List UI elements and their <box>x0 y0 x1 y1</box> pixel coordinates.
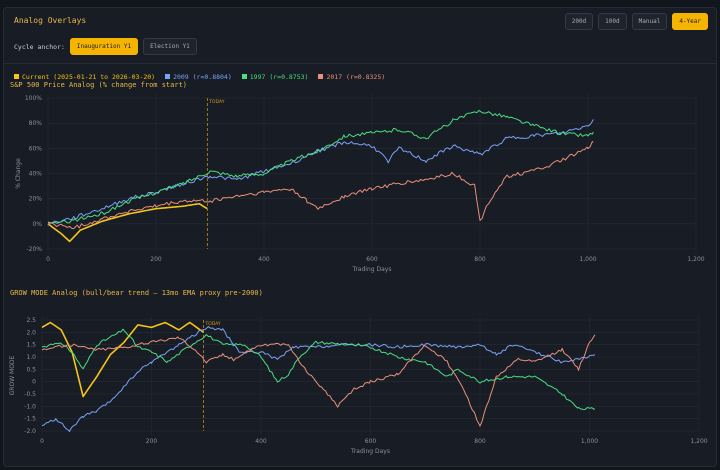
panel-title: Analog Overlays <box>14 16 87 25</box>
legend-swatch <box>14 74 19 79</box>
x-tick-label: 400 <box>255 438 267 445</box>
x-tick-label: 200 <box>150 256 162 263</box>
divider <box>4 63 716 64</box>
range-100d-button[interactable]: 100d <box>598 13 627 30</box>
y-tick-label: 100% <box>25 95 42 102</box>
range-buttons: 200d 100d Manual 4-Year <box>564 13 708 30</box>
y-tick-label: 60% <box>29 145 43 152</box>
legend-swatch <box>165 74 171 79</box>
cycle-anchor-label: Cycle anchor: <box>14 42 65 51</box>
x-tick-label: 1,200 <box>687 256 704 263</box>
x-tick-label: 600 <box>365 438 377 445</box>
growmode-chart-title: GROW MODE Analog (bull/bear trend — 13mo… <box>10 289 263 297</box>
x-tick-label: 1,200 <box>690 438 707 445</box>
y-tick-label: 80% <box>29 120 43 127</box>
cycle-anchor: Cycle anchor: Inauguration Y1 Election Y… <box>14 38 197 55</box>
series-line-2009 <box>41 326 596 433</box>
x-tick-label: 800 <box>474 438 486 445</box>
range-manual-button[interactable]: Manual <box>631 13 668 30</box>
y-tick-label: 20% <box>29 196 43 203</box>
x-tick-label: 0 <box>40 438 44 445</box>
x-tick-label: 800 <box>474 256 486 263</box>
y-tick-label: -2.0 <box>24 428 36 435</box>
legend-item-2009: 2009 (r=0.8804) <box>165 73 232 81</box>
series-line-1997 <box>47 109 594 224</box>
x-tick-label: 200 <box>146 438 158 445</box>
y-tick-label: -1.0 <box>24 403 36 410</box>
today-marker-label: TODAY <box>205 321 221 327</box>
y-tick-label: -1.5 <box>24 416 36 423</box>
y-tick-label: 0 <box>32 379 36 386</box>
y-tick-label: 2.5 <box>26 317 36 324</box>
legend-label: 2017 (r=0.8325) <box>326 73 386 81</box>
x-axis-label: Trading Days <box>350 448 390 455</box>
y-tick-label: -20% <box>26 246 42 253</box>
y-tick-label: 1.0 <box>26 354 36 361</box>
legend-label: Current (2025-01-21 to 2026-03-20) <box>22 73 156 81</box>
legend-label: 2009 (r=0.8804) <box>173 73 232 81</box>
price-chart-title: S&P 500 Price Analog (% change from star… <box>10 81 188 89</box>
series-line-current <box>47 202 208 243</box>
y-tick-label: 1.5 <box>26 342 36 349</box>
x-tick-label: 1,000 <box>581 438 598 445</box>
y-axis-label: GROW MODE <box>9 355 16 395</box>
today-marker-label: TODAY <box>208 99 224 105</box>
y-tick-label: 0% <box>32 221 42 228</box>
x-axis-label: Trading Days <box>352 266 392 273</box>
x-tick-label: 0 <box>46 256 50 263</box>
series-line-2017 <box>41 334 596 427</box>
range-200d-button[interactable]: 200d <box>564 13 594 30</box>
anchor-election-button[interactable]: Election Y1 <box>143 38 197 55</box>
y-tick-label: 2.0 <box>26 329 36 336</box>
anchor-inauguration-button[interactable]: Inauguration Y1 <box>69 38 139 55</box>
legend: Current (2025-01-21 to 2026-03-20) 2009 … <box>14 73 385 81</box>
y-axis-label: % Change <box>15 158 22 189</box>
range-4year-button[interactable]: 4-Year <box>672 13 708 30</box>
legend-item-current: Current (2025-01-21 to 2026-03-20) <box>14 73 155 81</box>
y-tick-label: 0.5 <box>26 366 36 373</box>
series-line-current <box>41 321 205 398</box>
legend-swatch <box>318 74 324 79</box>
legend-swatch <box>241 74 247 79</box>
x-tick-label: 400 <box>258 256 270 263</box>
series-line-1997 <box>41 328 596 410</box>
y-tick-label: -0.5 <box>24 391 36 398</box>
x-tick-label: 600 <box>366 256 378 263</box>
legend-item-2017: 2017 (r=0.8325) <box>318 73 385 81</box>
series-line-2017 <box>47 141 594 230</box>
x-tick-label: 1,000 <box>579 256 596 263</box>
legend-item-1997: 1997 (r=0.8753) <box>241 73 309 81</box>
legend-label: 1997 (r=0.8753) <box>249 73 309 81</box>
y-tick-label: 40% <box>29 171 43 178</box>
